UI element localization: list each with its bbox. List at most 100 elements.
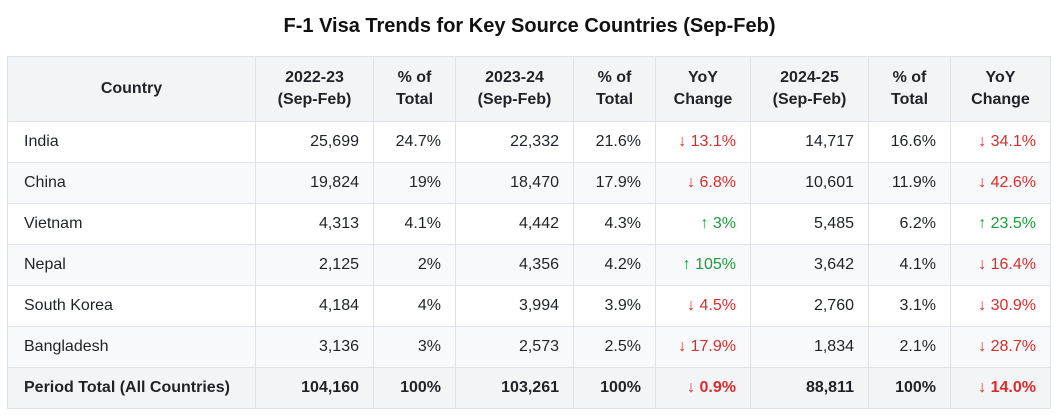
country-cell: China xyxy=(7,162,256,204)
yoy-2024-25-cell: ↓ 16.4% xyxy=(950,244,1051,286)
value-2024-25-cell: 1,834 xyxy=(750,326,869,368)
column-header-line: Country xyxy=(100,80,163,97)
percent-2024-25-cell: 100% xyxy=(868,367,951,409)
table-title: F-1 Visa Trends for Key Source Countries… xyxy=(283,15,776,37)
value-2024-25-cell: 2,760 xyxy=(750,285,869,327)
percent-2024-25-cell: 4.1% xyxy=(868,244,951,286)
value-2024-25-cell: 88,811 xyxy=(750,367,869,409)
column-header: YoY Change xyxy=(655,56,751,122)
country-cell: India xyxy=(7,121,256,163)
value-2023-24-cell: 18,470 xyxy=(455,162,574,204)
percent-2023-24-cell: 17.9% xyxy=(573,162,656,204)
percent-2022-23-cell: 100% xyxy=(373,367,456,409)
column-header: % of Total xyxy=(573,56,656,122)
column-header: 2023-24 (Sep-Feb) xyxy=(455,56,574,122)
percent-2022-23-cell: 2% xyxy=(373,244,456,286)
value-2022-23-cell: 2,125 xyxy=(255,244,374,286)
value-2023-24-cell: 4,356 xyxy=(455,244,574,286)
total-row: Period Total (All Countries) 104,160 100% 1… xyxy=(7,367,1051,409)
column-header-line: (Sep-Feb) xyxy=(477,91,552,108)
percent-2022-23-cell: 4% xyxy=(373,285,456,327)
country-cell: South Korea xyxy=(7,285,256,327)
yoy-2023-24-cell: ↑ 105% xyxy=(655,244,751,286)
table-row: Vietnam 4,313 4.1% 4,442 4.3% ↑ 3% 5,485 6.2% ↑ … xyxy=(7,203,1051,245)
yoy-2023-24-cell: ↓ 4.5% xyxy=(655,285,751,327)
column-header-line: (Sep-Feb) xyxy=(772,91,847,108)
table-row: Bangladesh 3,136 3% 2,573 2.5% ↓ 17.9% 1,834 2.… xyxy=(7,326,1051,368)
percent-2023-24-cell: 4.3% xyxy=(573,203,656,245)
column-header-line: Change xyxy=(673,91,733,108)
yoy-2024-25-cell: ↓ 28.7% xyxy=(950,326,1051,368)
header-row: Country 2022-23 (Sep-Feb) % of Total 2023-24 (… xyxy=(7,56,1051,122)
column-header-line: Total xyxy=(595,91,634,108)
yoy-2024-25-cell: ↑ 23.5% xyxy=(950,203,1051,245)
column-header-line: Total xyxy=(395,91,434,108)
percent-2022-23-cell: 4.1% xyxy=(373,203,456,245)
value-2023-24-cell: 3,994 xyxy=(455,285,574,327)
value-2022-23-cell: 25,699 xyxy=(255,121,374,163)
percent-2024-25-cell: 11.9% xyxy=(868,162,951,204)
yoy-2023-24-cell: ↓ 13.1% xyxy=(655,121,751,163)
column-header: % of Total xyxy=(373,56,456,122)
percent-2024-25-cell: 16.6% xyxy=(868,121,951,163)
yoy-2023-24-cell: ↑ 3% xyxy=(655,203,751,245)
percent-2023-24-cell: 3.9% xyxy=(573,285,656,327)
percent-2024-25-cell: 6.2% xyxy=(868,203,951,245)
country-cell: Vietnam xyxy=(7,203,256,245)
country-cell: Period Total (All Countries) xyxy=(7,367,256,409)
table-row: South Korea 4,184 4% 3,994 3.9% ↓ 4.5% 2,760 3.… xyxy=(7,285,1051,327)
column-header-line: 2022-23 xyxy=(285,69,344,86)
column-header: Country xyxy=(7,56,256,122)
value-2024-25-cell: 14,717 xyxy=(750,121,869,163)
value-2024-25-cell: 5,485 xyxy=(750,203,869,245)
column-header-line: % of xyxy=(892,69,927,86)
table-body: India 25,699 24.7% 22,332 21.6% ↓ 13.1% 14,717… xyxy=(7,121,1051,409)
country-cell: Bangladesh xyxy=(7,326,256,368)
percent-2023-24-cell: 2.5% xyxy=(573,326,656,368)
column-header: 2022-23 (Sep-Feb) xyxy=(255,56,374,122)
value-2022-23-cell: 3,136 xyxy=(255,326,374,368)
column-header: % of Total xyxy=(868,56,951,122)
column-header-line: (Sep-Feb) xyxy=(277,91,352,108)
percent-2022-23-cell: 3% xyxy=(373,326,456,368)
percent-2023-24-cell: 100% xyxy=(573,367,656,409)
column-header-line: YoY xyxy=(688,69,718,86)
table-row: India 25,699 24.7% 22,332 21.6% ↓ 13.1% 14,717… xyxy=(7,121,1051,163)
yoy-2023-24-cell: ↓ 17.9% xyxy=(655,326,751,368)
column-header-line: 2023-24 xyxy=(485,69,544,86)
yoy-2024-25-cell: ↓ 34.1% xyxy=(950,121,1051,163)
column-header-line: 2024-25 xyxy=(780,69,839,86)
column-header-line: YoY xyxy=(985,69,1016,86)
column-header-line: % of xyxy=(397,69,432,86)
value-2024-25-cell: 10,601 xyxy=(750,162,869,204)
column-header-line: Total xyxy=(890,91,929,108)
column-header: 2024-25 (Sep-Feb) xyxy=(750,56,869,122)
value-2023-24-cell: 103,261 xyxy=(455,367,574,409)
table-row: China 19,824 19% 18,470 17.9% ↓ 6.8% 10,601 11.… xyxy=(7,162,1051,204)
percent-2022-23-cell: 19% xyxy=(373,162,456,204)
percent-2024-25-cell: 2.1% xyxy=(868,326,951,368)
percent-2024-25-cell: 3.1% xyxy=(868,285,951,327)
value-2022-23-cell: 4,184 xyxy=(255,285,374,327)
value-2024-25-cell: 3,642 xyxy=(750,244,869,286)
yoy-2024-25-cell: ↓ 14.0% xyxy=(950,367,1051,409)
yoy-2023-24-cell: ↓ 0.9% xyxy=(655,367,751,409)
percent-2023-24-cell: 21.6% xyxy=(573,121,656,163)
value-2023-24-cell: 2,573 xyxy=(455,326,574,368)
value-2022-23-cell: 104,160 xyxy=(255,367,374,409)
value-2022-23-cell: 4,313 xyxy=(255,203,374,245)
visa-trends-table: Country 2022-23 (Sep-Feb) % of Total 2023-24 (… xyxy=(7,56,1051,409)
column-header: YoY Change xyxy=(950,56,1051,122)
value-2023-24-cell: 22,332 xyxy=(455,121,574,163)
yoy-2024-25-cell: ↓ 30.9% xyxy=(950,285,1051,327)
yoy-2023-24-cell: ↓ 6.8% xyxy=(655,162,751,204)
column-header-line: % of xyxy=(597,69,632,86)
value-2023-24-cell: 4,442 xyxy=(455,203,574,245)
value-2022-23-cell: 19,824 xyxy=(255,162,374,204)
country-cell: Nepal xyxy=(7,244,256,286)
yoy-2024-25-cell: ↓ 42.6% xyxy=(950,162,1051,204)
percent-2022-23-cell: 24.7% xyxy=(373,121,456,163)
percent-2023-24-cell: 4.2% xyxy=(573,244,656,286)
table-row: Nepal 2,125 2% 4,356 4.2% ↑ 105% 3,642 4.1% ↓ 16… xyxy=(7,244,1051,286)
column-header-line: Change xyxy=(971,91,1030,108)
